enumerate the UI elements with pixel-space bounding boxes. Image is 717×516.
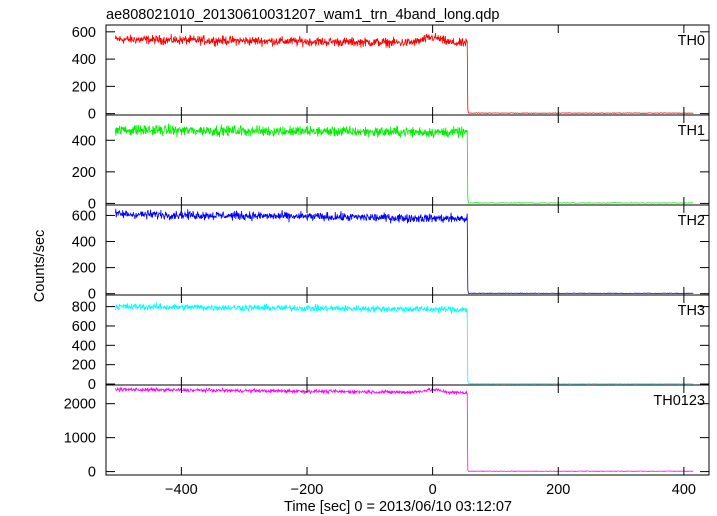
y-tick-label-th3: 800 bbox=[72, 300, 96, 316]
x-tick-label: −400 bbox=[165, 482, 198, 498]
y-tick-label-th0123: 0 bbox=[88, 465, 96, 481]
y-tick-label-th1: 0 bbox=[88, 196, 96, 212]
y-tick-label-th0123: 2000 bbox=[64, 397, 96, 413]
y-tick-label-th0: 600 bbox=[72, 25, 96, 41]
y-tick-label-th3: 200 bbox=[72, 358, 96, 374]
panel-label-th0: TH0 bbox=[678, 33, 705, 49]
x-tick-label: 200 bbox=[546, 482, 570, 498]
y-tick-label-th0: 200 bbox=[72, 79, 96, 95]
panel-label-th1: TH1 bbox=[678, 123, 705, 139]
series-line-th2 bbox=[115, 208, 694, 294]
series-line-th1 bbox=[115, 123, 694, 204]
panel-label-th0123: TH0123 bbox=[653, 393, 705, 409]
panel-label-th3: TH3 bbox=[678, 303, 705, 319]
panel-label-th2: TH2 bbox=[678, 213, 705, 229]
y-tick-label-th3: 400 bbox=[72, 338, 96, 354]
y-tick-label-th0: 0 bbox=[88, 107, 96, 123]
chart-title: ae808021010_20130610031207_wam1_trn_4ban… bbox=[106, 7, 499, 23]
x-tick-label: 400 bbox=[672, 482, 696, 498]
y-tick-label-th0123: 1000 bbox=[64, 431, 96, 447]
y-tick-label-th3: 600 bbox=[72, 319, 96, 335]
x-tick-label: −200 bbox=[291, 482, 324, 498]
y-tick-label-th2: 200 bbox=[72, 261, 96, 277]
y-axis-label: Counts/sec bbox=[32, 230, 48, 303]
x-axis-label: Time [sec] 0 = 2013/06/10 03:12:07 bbox=[284, 499, 512, 515]
y-tick-label-th2: 400 bbox=[72, 235, 96, 251]
series-line-th0 bbox=[115, 32, 694, 114]
y-tick-label-th1: 400 bbox=[72, 133, 96, 149]
y-tick-label-th2: 600 bbox=[72, 208, 96, 224]
y-tick-label-th0: 400 bbox=[72, 52, 96, 68]
panels-group: 0 200 400 600 TH0 0 200 400 TH1 0 200 400 600 TH2 0 200… bbox=[64, 24, 710, 498]
y-tick-label-th1: 200 bbox=[72, 165, 96, 181]
x-tick-label: 0 bbox=[429, 482, 437, 498]
series-line-th3 bbox=[115, 301, 694, 385]
panel-frame-th0123 bbox=[105, 384, 710, 476]
y-tick-label-th3: 0 bbox=[88, 377, 96, 393]
series-line-th0123 bbox=[115, 386, 694, 472]
y-tick-label-th2: 0 bbox=[88, 287, 96, 303]
panel-frame-th1 bbox=[105, 114, 710, 206]
